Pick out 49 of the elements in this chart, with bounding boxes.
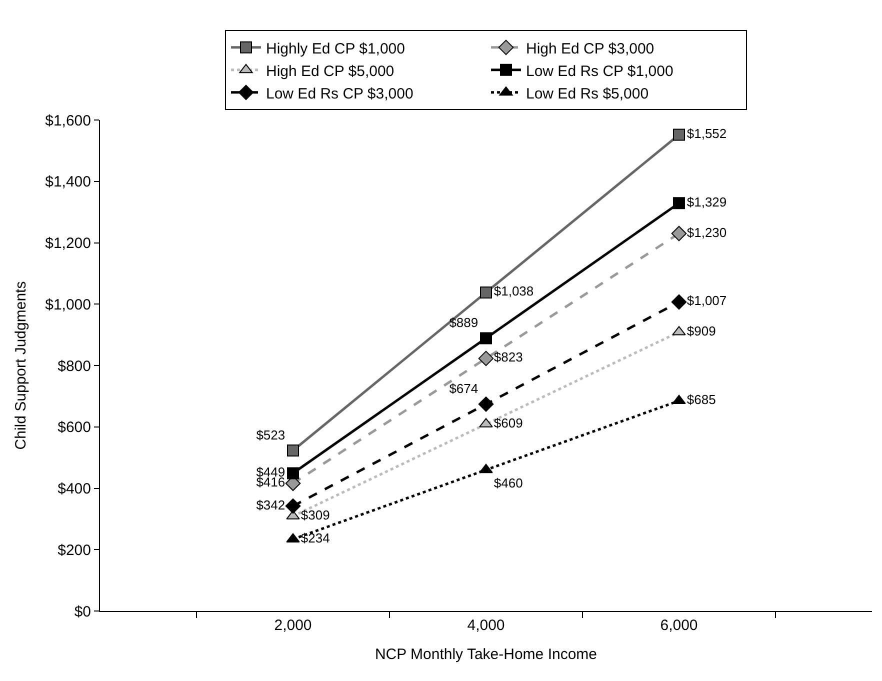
- x-tick-label: 6,000: [660, 617, 698, 634]
- legend-label: Low Ed Rs CP $1,000: [526, 62, 674, 80]
- data-label: $1,552: [686, 126, 727, 141]
- point: [671, 226, 687, 242]
- data-label: $685: [686, 392, 716, 408]
- data-label: $1,007: [686, 293, 727, 308]
- point: [480, 286, 492, 298]
- data-label: $823: [494, 350, 523, 365]
- legend-label: Low Ed Rs $5,000: [526, 85, 649, 102]
- data-label: $523: [256, 427, 286, 442]
- point: [672, 394, 686, 404]
- data-label: $1,038: [494, 284, 534, 299]
- y-tick-label: $1,400: [45, 174, 91, 191]
- y-tick-label: $400: [58, 480, 91, 498]
- x-tick-label: 2,000: [274, 617, 312, 634]
- data-label: $1,230: [686, 224, 727, 240]
- point: [673, 197, 685, 210]
- legend-label: High Ed CP $3,000: [526, 40, 654, 58]
- y-tick-label: $800: [58, 358, 91, 375]
- point: [479, 464, 493, 474]
- x-tick-label: 4,000: [467, 617, 505, 634]
- y-tick-label: $200: [58, 542, 91, 559]
- point: [478, 350, 494, 366]
- data-label: $460: [494, 475, 523, 490]
- point: [673, 128, 685, 141]
- data-label: $609: [494, 415, 523, 430]
- data-label: $234: [300, 530, 330, 546]
- data-label: $309: [300, 507, 330, 522]
- point: [287, 444, 299, 456]
- point: [285, 498, 301, 514]
- point: [478, 396, 494, 412]
- data-label: $889: [449, 315, 478, 330]
- y-axis-title: Child Support Judgments: [12, 281, 30, 450]
- y-tick-label: $1,600: [45, 112, 91, 130]
- data-label: $342: [256, 497, 286, 512]
- legend-label: Highly Ed CP $1,000: [266, 40, 405, 58]
- data-label: $674: [449, 381, 478, 396]
- data-label: $1,329: [686, 194, 727, 210]
- point: [671, 294, 687, 310]
- y-tick-label: $600: [58, 419, 91, 436]
- x-axis-title: NCP Monthly Take-Home Income: [374, 646, 598, 663]
- legend-label: High Ed CP $5,000: [266, 62, 394, 80]
- y-tick-label: $1,000: [45, 296, 91, 314]
- y-tick-label: $0: [74, 603, 91, 620]
- data-label: $909: [686, 323, 716, 338]
- point: [287, 467, 299, 480]
- y-tick-label: $1,200: [45, 235, 91, 252]
- legend-label: Low Ed Rs CP $3,000: [266, 85, 414, 102]
- point: [480, 332, 492, 344]
